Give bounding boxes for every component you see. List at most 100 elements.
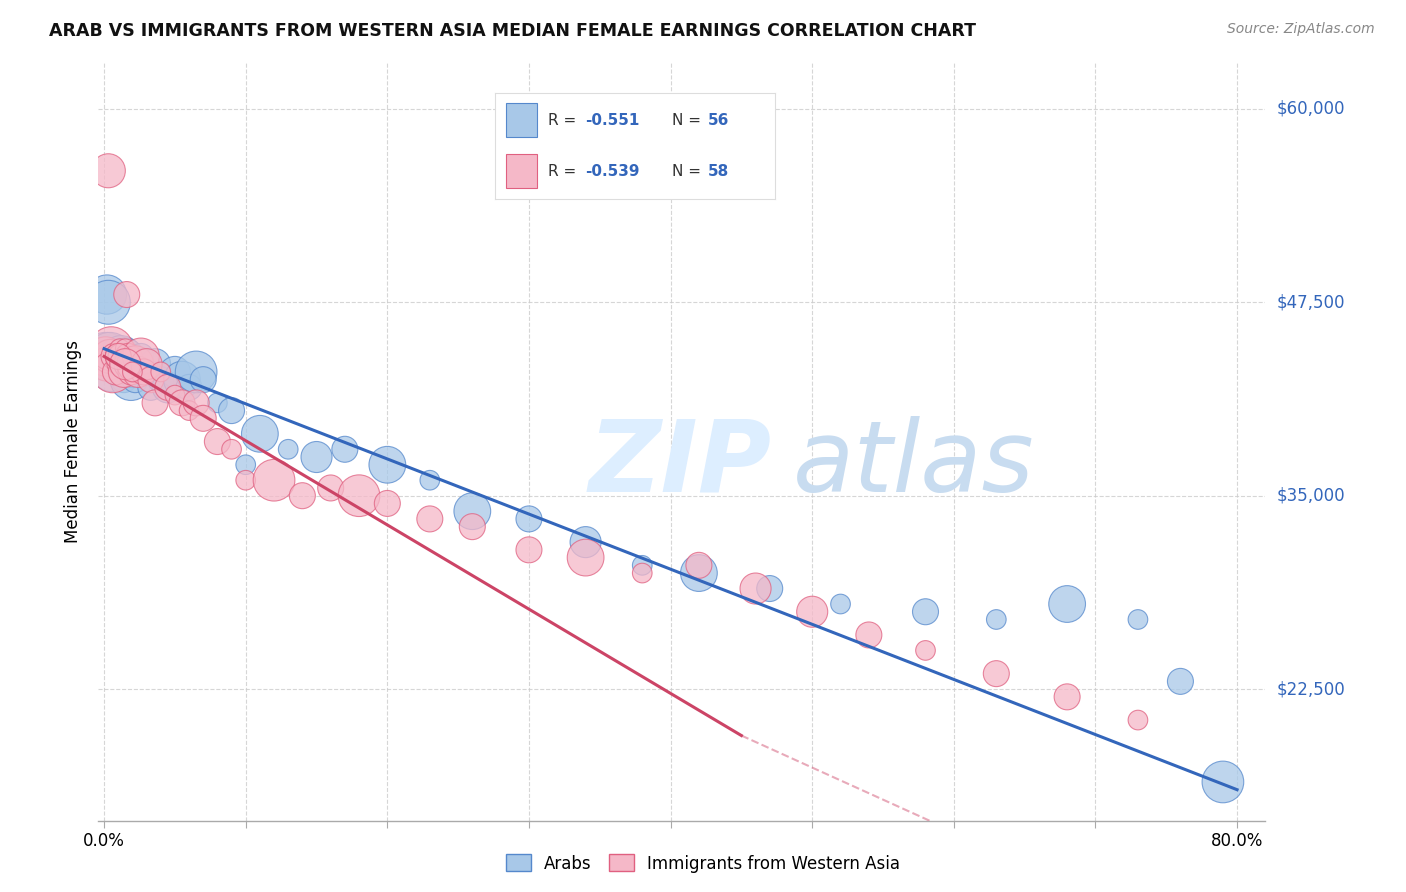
Point: [419, 512, 441, 526]
Point: [830, 597, 852, 611]
Point: [107, 350, 129, 364]
Point: [101, 342, 124, 356]
Point: [121, 365, 143, 379]
Point: [186, 396, 208, 410]
Point: [120, 373, 142, 387]
Point: [132, 357, 155, 371]
Point: [1126, 713, 1149, 727]
Point: [249, 426, 271, 441]
Point: [207, 434, 229, 449]
Point: [914, 605, 936, 619]
Point: [186, 365, 208, 379]
Point: [1170, 674, 1192, 689]
Point: [98, 350, 121, 364]
Point: [132, 365, 155, 379]
Point: [101, 365, 124, 379]
Point: [149, 373, 172, 387]
Point: [1126, 612, 1149, 626]
Point: [305, 450, 328, 464]
Point: [103, 357, 125, 371]
Point: [108, 357, 131, 371]
Point: [127, 365, 149, 379]
Point: [96, 287, 118, 301]
Text: $47,500: $47,500: [1277, 293, 1346, 311]
Point: [115, 357, 138, 371]
Point: [163, 365, 186, 379]
Point: [631, 566, 654, 580]
Point: [575, 535, 598, 549]
Point: [1056, 597, 1078, 611]
Point: [235, 458, 257, 472]
Point: [631, 558, 654, 573]
Point: [121, 350, 143, 364]
Point: [117, 350, 139, 364]
Point: [156, 380, 179, 394]
Point: [688, 566, 710, 580]
Point: [96, 357, 118, 371]
Point: [291, 489, 314, 503]
Point: [986, 666, 1008, 681]
Point: [115, 287, 138, 301]
Point: [221, 442, 243, 457]
Point: [94, 350, 117, 364]
Point: [124, 357, 146, 371]
Point: [461, 504, 484, 518]
Point: [758, 582, 780, 596]
Point: [347, 489, 370, 503]
Point: [156, 380, 179, 394]
Point: [149, 365, 172, 379]
Point: [177, 403, 200, 417]
Point: [986, 612, 1008, 626]
Point: [207, 396, 229, 410]
Point: [127, 365, 149, 379]
Point: [461, 519, 484, 533]
Point: [235, 473, 257, 487]
Point: [139, 380, 162, 394]
Point: [114, 357, 136, 371]
Point: [193, 373, 215, 387]
Point: [135, 365, 157, 379]
Point: [858, 628, 880, 642]
Point: [419, 473, 441, 487]
Point: [517, 512, 540, 526]
Point: [177, 380, 200, 394]
Point: [319, 481, 342, 495]
Point: [135, 357, 157, 371]
Point: [111, 357, 134, 371]
Point: [129, 350, 152, 364]
Point: [1212, 775, 1234, 789]
Point: [112, 373, 135, 387]
Point: [744, 582, 766, 596]
Legend: Arabs, Immigrants from Western Asia: Arabs, Immigrants from Western Asia: [499, 847, 907, 880]
Point: [170, 373, 193, 387]
Point: [277, 442, 299, 457]
Point: [575, 550, 598, 565]
Point: [1056, 690, 1078, 704]
Point: [914, 643, 936, 657]
Point: [801, 605, 824, 619]
Point: [94, 350, 117, 364]
Point: [120, 365, 142, 379]
Text: ZIP: ZIP: [589, 416, 772, 513]
Point: [112, 365, 135, 379]
Point: [118, 357, 141, 371]
Point: [103, 350, 125, 364]
Text: $35,000: $35,000: [1277, 487, 1346, 505]
Point: [107, 350, 129, 364]
Point: [111, 365, 134, 379]
Point: [114, 342, 136, 356]
Point: [105, 365, 128, 379]
Point: [170, 396, 193, 410]
Point: [108, 342, 131, 356]
Point: [163, 388, 186, 402]
Point: [97, 163, 120, 178]
Point: [117, 365, 139, 379]
Point: [107, 350, 129, 364]
Point: [110, 350, 132, 364]
Point: [114, 350, 136, 364]
Point: [129, 350, 152, 364]
Point: [139, 373, 162, 387]
Point: [104, 350, 127, 364]
Text: $60,000: $60,000: [1277, 100, 1346, 118]
Point: [143, 396, 166, 410]
